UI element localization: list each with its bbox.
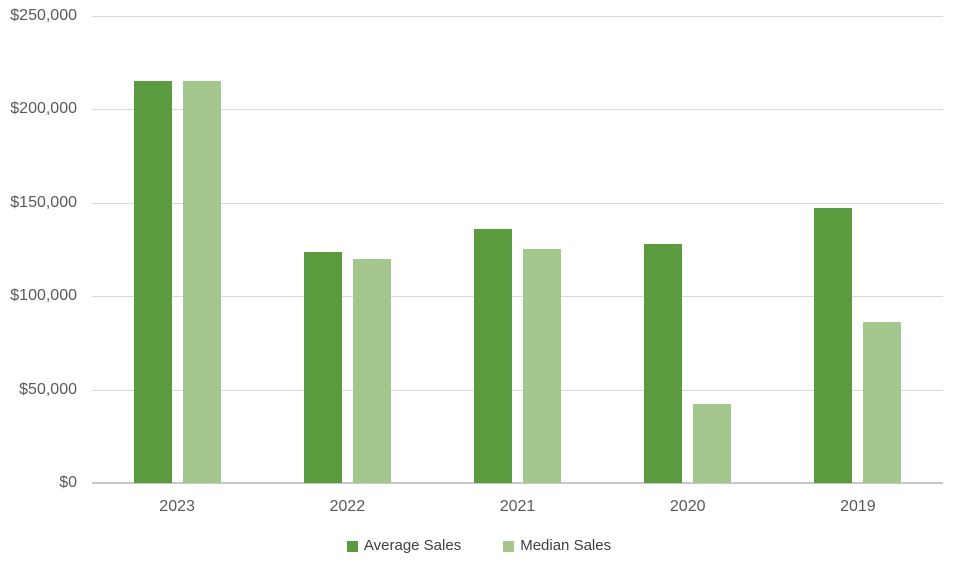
bar-median-sales-2020 (693, 403, 732, 483)
gridline-250000 (92, 16, 943, 17)
x-category-label-2022: 2022 (329, 498, 366, 515)
average-sales-swatch (346, 540, 358, 552)
bar-median-sales-2021 (523, 248, 561, 483)
bar-average-sales-2019 (814, 208, 853, 483)
legend-item-median-sales: Median Sales (503, 537, 611, 555)
bar-median-sales-2019 (863, 322, 902, 483)
gridline-150000 (92, 202, 943, 204)
bar-average-sales-2022 (303, 252, 342, 483)
median-sales-swatch (503, 540, 515, 552)
x-category-label-2020: 2020 (669, 498, 706, 515)
x-axis-line (92, 482, 943, 484)
x-category-label-2021: 2021 (499, 498, 536, 515)
y-tick-label-150000: $150,000 (10, 193, 77, 211)
legend: Average Sales Median Sales (0, 537, 958, 555)
bar-average-sales-2023 (133, 81, 172, 483)
legend-label-average-sales: Average Sales (363, 537, 462, 554)
y-tick-label-0: $0 (59, 474, 77, 491)
bar-median-sales-2022 (352, 258, 391, 483)
y-tick-label-200000: $200,000 (10, 100, 77, 118)
y-tick-label-100000: $100,000 (10, 287, 77, 305)
x-category-label-2019: 2019 (840, 498, 876, 515)
gridline-200000 (92, 109, 943, 111)
bar-average-sales-2020 (644, 243, 683, 483)
legend-item-average-sales: Average Sales (346, 537, 462, 555)
bar-average-sales-2021 (474, 228, 512, 483)
x-category-label-2023: 2023 (159, 498, 195, 515)
y-tick-label-250000: $250,000 (10, 7, 77, 24)
legend-label-median-sales: Median Sales (520, 537, 612, 554)
bar-median-sales-2023 (182, 81, 221, 483)
gridline-100000 (92, 296, 943, 298)
y-tick-label-50000: $50,000 (19, 380, 77, 398)
gridline-50000 (92, 389, 943, 391)
